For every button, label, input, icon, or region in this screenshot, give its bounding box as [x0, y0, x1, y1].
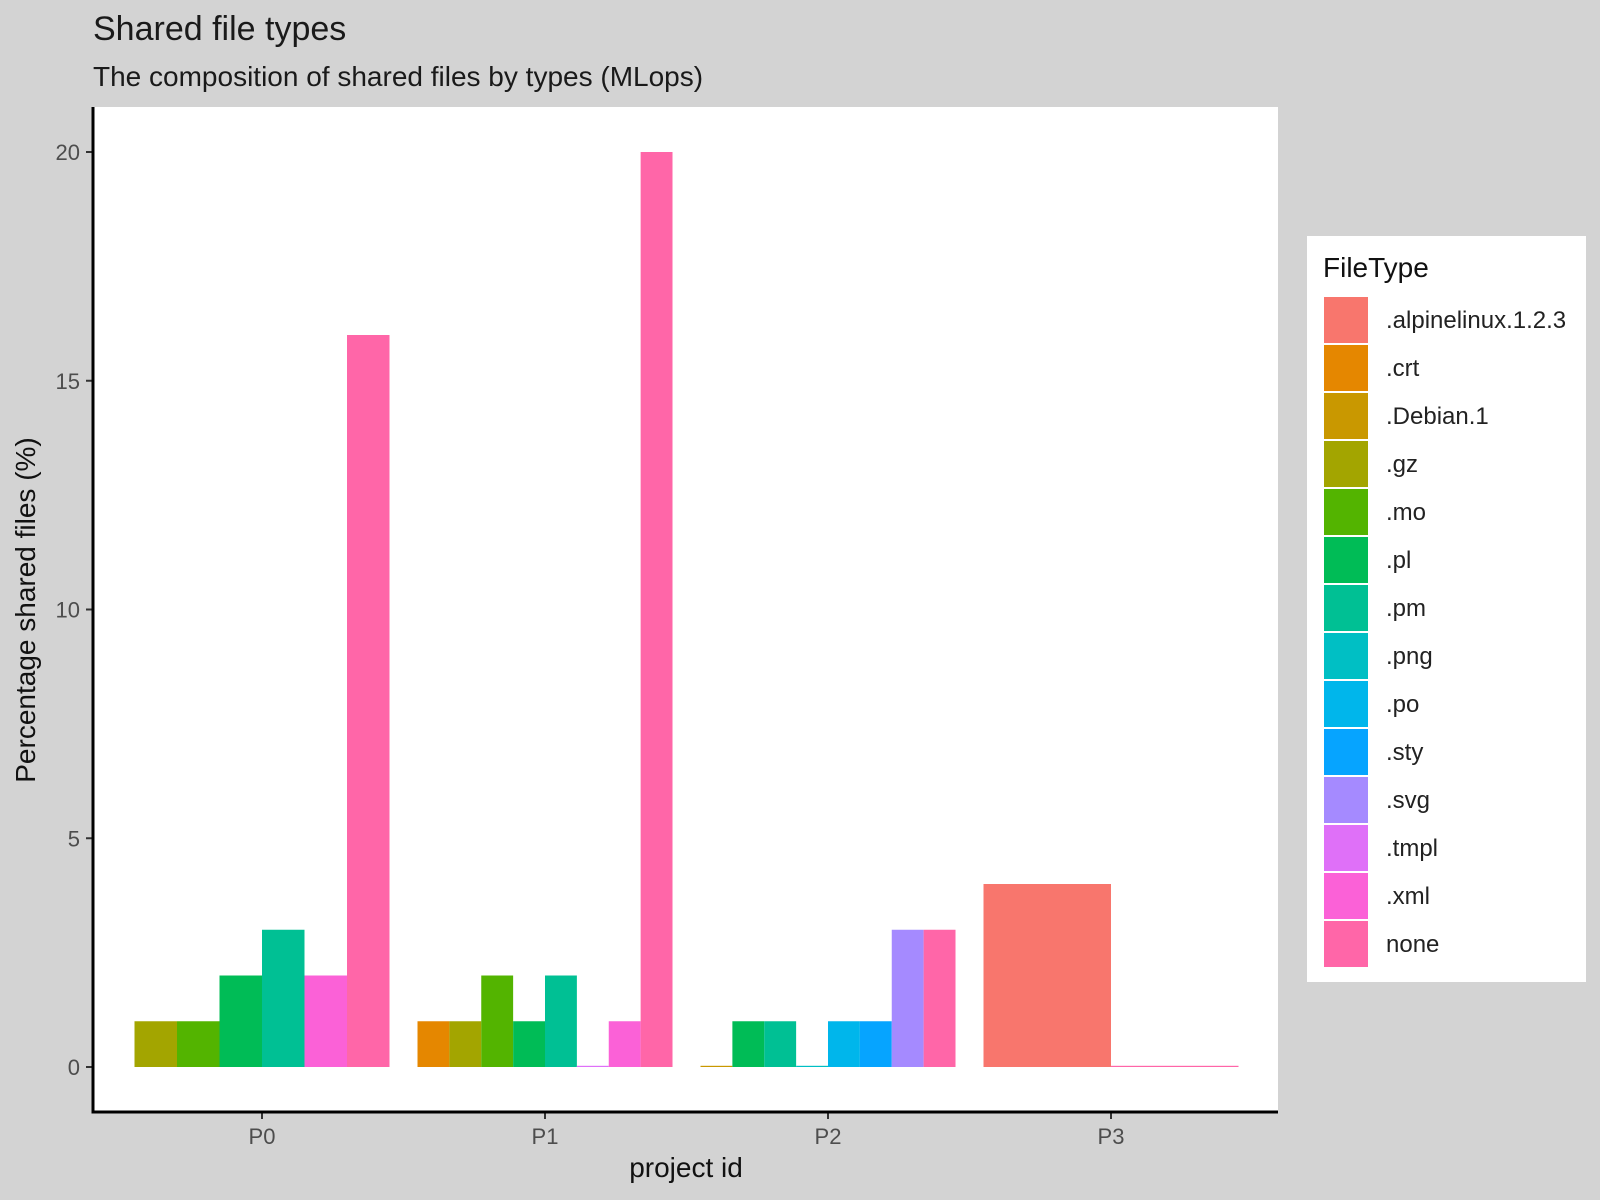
bar	[177, 1021, 220, 1067]
legend-swatch	[1324, 633, 1368, 679]
bar	[923, 929, 956, 1067]
legend-swatch	[1324, 729, 1368, 775]
legend-label: .gz	[1386, 451, 1418, 478]
bar	[732, 1021, 765, 1067]
bar	[764, 1021, 797, 1067]
bar	[859, 1021, 892, 1067]
y-tick-label: 5	[68, 826, 80, 851]
bar	[134, 1021, 177, 1067]
bar	[700, 1065, 733, 1067]
bar	[891, 929, 924, 1067]
legend-swatch	[1324, 585, 1368, 631]
chart-subtitle: The composition of shared files by types…	[93, 61, 703, 92]
x-axis-ticks: P0 P1 P2 P3	[249, 1112, 1125, 1149]
legend-label: .svg	[1386, 787, 1430, 814]
y-axis-title: Percentage shared files (%)	[10, 437, 41, 783]
legend-swatch	[1324, 825, 1368, 871]
legend-swatch	[1324, 393, 1368, 439]
legend-label: .xml	[1386, 883, 1430, 910]
y-axis-ticks: 0 5 10 15 20	[56, 140, 93, 1080]
chart-title: Shared file types	[93, 10, 346, 48]
x-tick-label: P3	[1098, 1124, 1125, 1149]
x-tick-label: P0	[249, 1124, 276, 1149]
x-tick-label: P2	[815, 1124, 842, 1149]
legend-label: none	[1386, 931, 1439, 958]
legend-swatch	[1324, 345, 1368, 391]
legend-swatch	[1324, 873, 1368, 919]
y-tick-label: 0	[68, 1055, 80, 1080]
bar	[347, 335, 390, 1067]
bar	[417, 1021, 450, 1067]
legend-title: FileType	[1323, 252, 1429, 283]
legend-swatch	[1324, 681, 1368, 727]
legend-label: .alpinelinux.1.2.3	[1386, 307, 1566, 334]
bar	[576, 1065, 609, 1067]
legend-swatch	[1324, 441, 1368, 487]
legend-swatch	[1324, 537, 1368, 583]
legend-swatch	[1324, 921, 1368, 967]
x-axis-title: project id	[629, 1152, 743, 1183]
legend-label: .po	[1386, 691, 1419, 718]
legend-swatch	[1324, 297, 1368, 343]
legend-label: .crt	[1386, 355, 1420, 382]
legend-label: .pl	[1386, 547, 1411, 574]
legend-label: .png	[1386, 643, 1433, 670]
bar	[513, 1021, 546, 1067]
legend-items: .alpinelinux.1.2.3 .crt .Debian.1 .gz .mo .pl…	[1324, 297, 1566, 967]
bar	[545, 975, 577, 1067]
bar	[449, 1021, 482, 1067]
bar	[983, 884, 1111, 1067]
bar	[796, 1065, 829, 1067]
bar	[304, 975, 347, 1067]
x-tick-label: P1	[532, 1124, 559, 1149]
legend-label: .Debian.1	[1386, 403, 1489, 430]
bar	[262, 929, 305, 1067]
y-tick-label: 20	[56, 140, 80, 165]
y-tick-label: 10	[56, 598, 80, 623]
bar	[219, 975, 262, 1067]
legend-label: .tmpl	[1386, 835, 1438, 862]
legend-label: .mo	[1386, 499, 1426, 526]
bar	[608, 1021, 641, 1067]
legend-swatch	[1324, 777, 1368, 823]
bar	[481, 975, 514, 1067]
bars-layer	[134, 152, 1239, 1067]
legend-label: .pm	[1386, 595, 1426, 622]
bar	[640, 152, 673, 1067]
y-tick-label: 15	[56, 369, 80, 394]
legend-label: .sty	[1386, 739, 1423, 766]
bar	[828, 1021, 860, 1067]
bar	[1111, 1065, 1239, 1067]
legend-swatch	[1324, 489, 1368, 535]
